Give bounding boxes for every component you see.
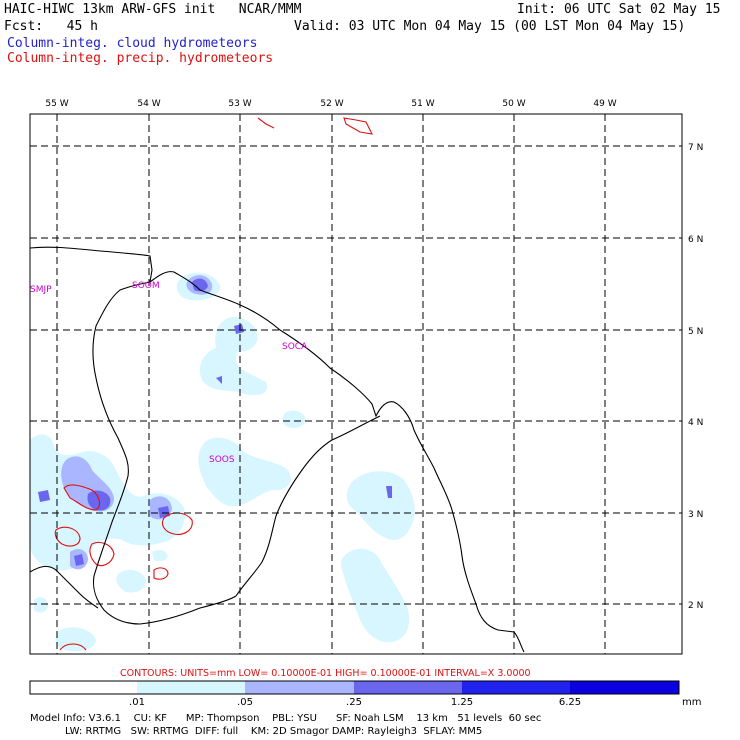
- coastline: [29, 246, 525, 653]
- station-smjp: SMJP: [30, 285, 52, 295]
- colorbar-tick: .01: [129, 697, 145, 708]
- lon-label: 52 W: [320, 99, 343, 109]
- lon-label: 53 W: [228, 99, 251, 109]
- lat-label: 4 N: [688, 418, 703, 428]
- cloud-area-sw-small: [34, 597, 48, 613]
- colorbar-bin-5: [570, 681, 679, 694]
- cloud-max-small: [216, 376, 222, 384]
- cloud-max-south: [158, 506, 170, 518]
- colorbar: .01 .05 .25 1.25 6.25 mm: [29, 680, 701, 708]
- init-time: Init: 06 UTC Sat 02 May 15: [517, 2, 721, 17]
- colorbar-bin-1: [137, 681, 245, 694]
- model-info-line-2: LW: RRTMG SW: RRTMG DIFF: full KM: 2D Sm…: [30, 726, 482, 737]
- cloud-area-center: [199, 316, 268, 396]
- lon-labels: 55 W 54 W 53 W 52 W 51 W 50 W 49 W: [45, 99, 616, 109]
- contour-5: [54, 526, 81, 547]
- cloud-area-ocean: [346, 471, 415, 540]
- contour-3: [63, 484, 101, 511]
- lat-lon-grid: [30, 114, 682, 654]
- station-soom: SOOM: [132, 281, 160, 291]
- colorbar-frame: [29, 680, 680, 695]
- valid-time: Valid: 03 UTC Mon 04 May 15 (00 LST Mon …: [294, 19, 686, 34]
- lat-label: 3 N: [688, 510, 703, 520]
- map-frame: [29, 113, 683, 655]
- model-info-line-1: Model Info: V3.6.1 CU: KF MP: Thompson P…: [30, 713, 541, 724]
- cloud-max-north: [192, 278, 208, 292]
- station-soca: SOCA: [282, 342, 308, 352]
- contour-2: [343, 117, 373, 135]
- colorbar-bin-0: [30, 681, 137, 694]
- lat-label: 5 N: [688, 327, 703, 337]
- lon-label: 55 W: [45, 99, 68, 109]
- colorbar-units: mm: [682, 697, 701, 708]
- contour-7: [153, 567, 169, 580]
- cloud-max-sw: [74, 554, 84, 566]
- coast-southwest: [29, 565, 99, 609]
- legend-precip: Column-integ. precip. hydrometeors: [7, 51, 274, 66]
- forecast-hour: Fcst: 45 h: [4, 19, 98, 34]
- legend-cloud: Column-integ. cloud hydrometeors: [7, 36, 258, 51]
- colorbar-bin-4: [462, 681, 570, 694]
- lat-label: 2 N: [688, 601, 703, 611]
- cloud-area-southwest: [116, 569, 146, 593]
- cloud-area-ocean-south: [341, 548, 410, 643]
- lon-label: 51 W: [411, 99, 434, 109]
- lon-label: 54 W: [137, 99, 160, 109]
- colorbar-bin-3: [354, 681, 462, 694]
- station-soos: SOOS: [209, 455, 235, 465]
- cloud-area-east-small: [282, 410, 306, 428]
- lat-label: 7 N: [688, 143, 703, 153]
- lat-labels: 7 N 6 N 5 N 4 N 3 N 2 N: [688, 143, 703, 611]
- coast-west: [92, 281, 237, 625]
- contours-info: CONTOURS: UNITS=mm LOW= 0.10000E-01 HIGH…: [120, 668, 531, 679]
- cloud-max-ocean: [386, 486, 392, 498]
- lon-label: 49 W: [593, 99, 616, 109]
- contour-6: [89, 541, 115, 567]
- colorbar-tick: 6.25: [559, 697, 581, 708]
- cloud-max-left: [38, 490, 50, 502]
- station-labels: SMJP SOOM SOCA SOOS: [30, 281, 308, 465]
- cloud-max-center: [234, 324, 244, 334]
- contour-8: [59, 643, 87, 651]
- lon-label: 50 W: [502, 99, 525, 109]
- cloud-field: [30, 272, 415, 652]
- colorbar-tick: .25: [346, 697, 362, 708]
- lat-label: 6 N: [688, 235, 703, 245]
- border-east: [235, 415, 381, 597]
- colorbar-bin-2: [245, 681, 354, 694]
- cloud-area-south-small: [152, 549, 168, 562]
- colorbar-tick: .05: [237, 697, 253, 708]
- contour-1: [257, 117, 275, 129]
- chart-title: HAIC-HIWC 13km ARW-GFS init NCAR/MMM: [4, 2, 302, 17]
- colorbar-tick: 1.25: [451, 697, 473, 708]
- cloud-area-south: [198, 437, 291, 507]
- coast-north: [29, 246, 525, 653]
